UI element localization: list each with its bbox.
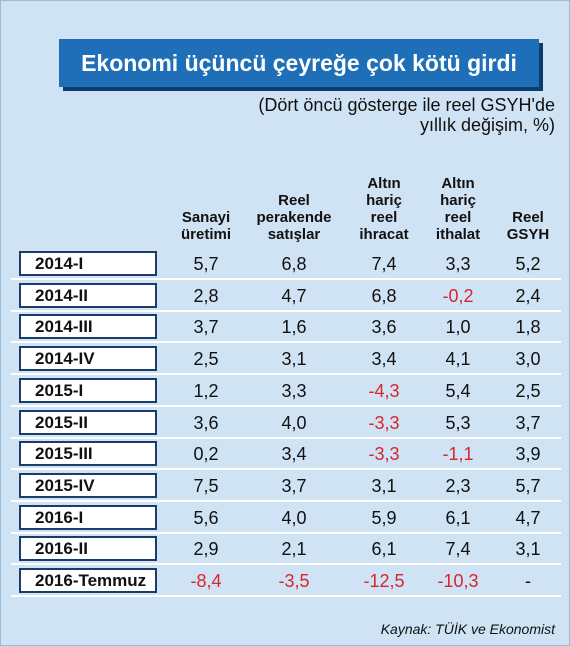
cell: -1,1 [442, 444, 474, 465]
cell: 3,4 [371, 349, 397, 370]
row-separator [11, 499, 561, 502]
cell: 4,0 [281, 507, 307, 528]
column-header: Sanayi [181, 209, 231, 226]
row-separator [11, 309, 561, 312]
cell: 3,1 [515, 539, 541, 560]
column-header: ithalat [435, 226, 481, 243]
row-separator [11, 563, 561, 566]
row-separator [11, 404, 561, 407]
source: Kaynak: TÜİK ve Ekonomist [380, 621, 555, 637]
row-label: 2015-IV [19, 472, 157, 498]
cell: -10,3 [437, 571, 479, 591]
cell: 4,1 [445, 349, 471, 370]
row-label: 2014-II [19, 282, 157, 308]
cell: 5,9 [371, 507, 397, 528]
title: Ekonomi üçüncü çeyreğe çok kötü girdi [59, 39, 539, 87]
cell: 3,9 [515, 444, 541, 465]
row-label: 2014-IV [19, 346, 157, 372]
cell: 6,1 [445, 507, 471, 528]
cell: 6,8 [371, 285, 397, 306]
cell: 3,7 [193, 317, 219, 338]
cell: 5,3 [445, 412, 471, 433]
cell: 3,1 [371, 475, 397, 496]
cell: 4,7 [515, 507, 541, 528]
row-label: 2015-I [19, 377, 157, 403]
cell: -3,3 [368, 444, 400, 465]
subtitle: yıllık değişim, %) [419, 115, 555, 135]
column-header: Reel [512, 209, 544, 226]
column-header: hariç [440, 192, 476, 209]
cell: 3,7 [515, 412, 541, 433]
cell: 7,4 [445, 539, 471, 560]
cell: - [525, 571, 531, 591]
cell: 5,2 [515, 254, 541, 274]
column-header: reel [444, 209, 472, 226]
cell: -0,2 [442, 285, 474, 306]
cell: -3,3 [368, 412, 400, 433]
cell: 7,4 [371, 254, 397, 274]
column-header: Reel [278, 192, 310, 209]
column-header: hariç [366, 192, 402, 209]
row-separator [11, 436, 561, 439]
row-label: 2014-I [19, 251, 157, 276]
column-header: Altın [441, 175, 475, 192]
cell: 1,8 [515, 317, 541, 338]
cell: 5,4 [445, 380, 471, 401]
cell: -4,3 [368, 380, 400, 401]
cell: 5,7 [515, 475, 541, 496]
cell: 3,1 [281, 349, 307, 370]
cell: 3,3 [281, 380, 307, 401]
cell: 5,7 [193, 254, 219, 274]
cell: -3,5 [278, 571, 310, 591]
cell: 4,0 [281, 412, 307, 433]
cell: 1,6 [281, 317, 307, 338]
row-label: 2015-II [19, 409, 157, 435]
column-header: Altın [367, 175, 401, 192]
row-separator [11, 595, 561, 597]
column-header: ihracat [359, 226, 409, 243]
row-label: 2016-I [19, 504, 157, 530]
row-label: 2016-II [19, 536, 157, 562]
cell: -8,4 [190, 571, 222, 591]
cell: 2,8 [193, 285, 219, 306]
column-header: üretimi [180, 226, 231, 243]
cell: -12,5 [363, 571, 405, 591]
row-label: 2016-Temmuz [19, 568, 157, 593]
subtitle: (Dört öncü gösterge ile reel GSYH'de [258, 95, 555, 115]
cell: 2,3 [445, 475, 471, 496]
cell: 7,5 [193, 475, 219, 496]
row-separator [11, 468, 561, 471]
cell: 3,4 [281, 444, 307, 465]
cell: 0,2 [193, 444, 219, 465]
cell: 4,7 [281, 285, 307, 306]
cell: 1,0 [445, 317, 471, 338]
cell: 3,0 [515, 349, 541, 370]
column-header: reel [370, 209, 398, 226]
cell: 1,2 [193, 380, 219, 401]
cell: 2,5 [193, 349, 219, 370]
row-label: 2014-III [19, 314, 157, 340]
cell: 2,4 [515, 285, 541, 306]
cell: 2,9 [193, 539, 219, 560]
row-separator [11, 531, 561, 534]
column-header: GSYH [506, 226, 550, 243]
row-separator [11, 341, 561, 344]
column-header: satışlar [267, 226, 321, 243]
cell: 2,1 [281, 539, 307, 560]
cell: 6,1 [371, 539, 397, 560]
row-separator [11, 278, 561, 280]
cell: 5,6 [193, 507, 219, 528]
cell: 3,7 [281, 475, 307, 496]
cell: 3,3 [445, 254, 471, 274]
cell: 3,6 [193, 412, 219, 433]
cell: 6,8 [281, 254, 307, 274]
column-header: perakende [256, 209, 332, 226]
cell: 2,5 [515, 380, 541, 401]
cell: 3,6 [371, 317, 397, 338]
row-label: 2015-III [19, 441, 157, 467]
row-separator [11, 373, 561, 376]
